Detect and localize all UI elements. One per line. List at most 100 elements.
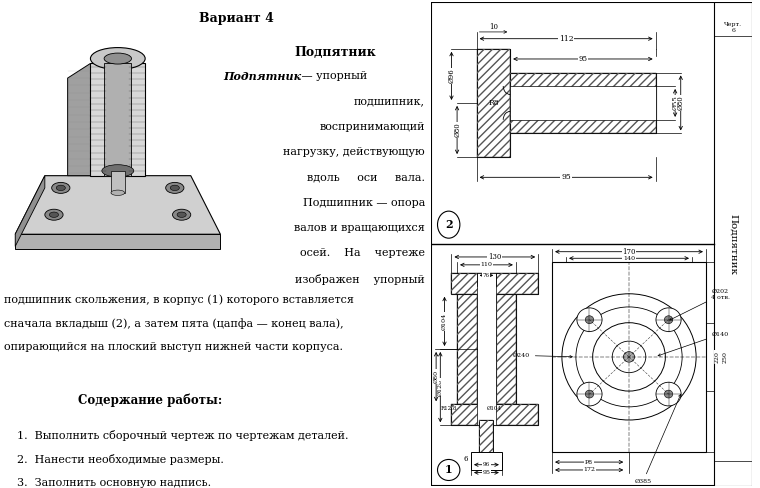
Polygon shape — [104, 63, 131, 176]
Text: изображен    упорный: изображен упорный — [296, 274, 425, 285]
Ellipse shape — [177, 212, 186, 218]
Polygon shape — [15, 176, 220, 234]
Text: подшипник скольжения, в корпус (1) которого вставляется: подшипник скольжения, в корпус (1) котор… — [5, 294, 354, 305]
Text: Подпятник: Подпятник — [729, 214, 738, 274]
Polygon shape — [15, 234, 220, 249]
Text: — упорный: — упорный — [299, 71, 368, 81]
Bar — [714, 2, 752, 486]
Bar — [552, 262, 706, 451]
Text: Подпятник: Подпятник — [223, 71, 302, 82]
Text: 2: 2 — [445, 219, 452, 230]
Text: Ø140: Ø140 — [658, 332, 729, 356]
Text: Ø55: Ø55 — [671, 96, 679, 110]
Text: Ø80: Ø80 — [453, 122, 461, 137]
Text: 2.  Нанести необходимые размеры.: 2. Нанести необходимые размеры. — [17, 454, 224, 465]
Circle shape — [577, 382, 602, 406]
Circle shape — [585, 390, 594, 398]
Text: Ø104: Ø104 — [486, 406, 502, 410]
Text: Подшипник — опора: Подшипник — опора — [302, 198, 425, 207]
Polygon shape — [90, 63, 145, 176]
Bar — [457, 286, 477, 404]
Text: воспринимающий: воспринимающий — [320, 122, 425, 131]
Text: осей.    На    чертеже: осей. На чертеже — [300, 248, 425, 258]
Text: Вариант 4: Вариант 4 — [198, 12, 274, 25]
Ellipse shape — [166, 183, 184, 193]
Text: 130: 130 — [488, 253, 502, 261]
Text: 1.  Выполнить сборочный чертеж по чертежам деталей.: 1. Выполнить сборочный чертеж по чертежа… — [17, 430, 349, 441]
Bar — [457, 286, 477, 404]
Text: 95: 95 — [483, 470, 490, 475]
Bar — [477, 49, 510, 157]
Circle shape — [562, 294, 696, 420]
Bar — [714, 36, 752, 462]
Bar — [477, 49, 510, 157]
Ellipse shape — [170, 185, 179, 190]
Circle shape — [664, 390, 673, 398]
Circle shape — [656, 308, 681, 331]
Text: P8: P8 — [585, 460, 594, 465]
Text: 76: 76 — [483, 273, 490, 278]
Bar — [451, 404, 538, 425]
Circle shape — [576, 307, 682, 407]
Bar — [496, 286, 516, 404]
Circle shape — [438, 211, 460, 238]
Text: Ø240: Ø240 — [512, 353, 572, 358]
Text: 112: 112 — [559, 35, 574, 42]
Ellipse shape — [90, 47, 145, 69]
Bar — [510, 73, 656, 133]
Bar — [480, 420, 493, 457]
Ellipse shape — [102, 164, 134, 177]
Bar — [510, 73, 656, 133]
Text: 220: 220 — [714, 351, 720, 363]
Text: 3.  Заполнить основную надпись.: 3. Заполнить основную надпись. — [17, 478, 211, 488]
Text: 6: 6 — [464, 455, 468, 463]
Circle shape — [593, 323, 665, 391]
Bar — [510, 86, 656, 120]
Bar — [451, 273, 538, 294]
Text: нагрузку, действующую: нагрузку, действующую — [283, 147, 425, 157]
Text: Содержание работы:: Содержание работы: — [78, 393, 223, 407]
Circle shape — [664, 316, 673, 324]
Bar — [451, 273, 538, 294]
Text: Черт.
6: Черт. 6 — [724, 22, 743, 33]
Text: Подпятник: Подпятник — [294, 46, 375, 60]
Text: Ø80: Ø80 — [676, 96, 685, 110]
Text: R8: R8 — [489, 99, 499, 107]
Text: Ø385: Ø385 — [635, 394, 681, 484]
Text: Ø80: Ø80 — [434, 370, 439, 383]
Ellipse shape — [52, 183, 70, 193]
Bar — [451, 404, 538, 425]
Text: сначала вкладыш (2), а затем пята (цапфа — конец вала),: сначала вкладыш (2), а затем пята (цапфа… — [5, 318, 344, 329]
Text: опирающийся на плоский выступ нижней части корпуса.: опирающийся на плоский выступ нижней час… — [5, 343, 344, 352]
Ellipse shape — [45, 209, 63, 220]
Text: Ø202
4 отв.: Ø202 4 отв. — [670, 289, 730, 320]
Text: 140: 140 — [623, 256, 635, 261]
Ellipse shape — [173, 209, 191, 220]
Circle shape — [577, 308, 602, 331]
Text: 95: 95 — [578, 55, 587, 63]
Circle shape — [438, 460, 460, 481]
Text: вдоль     оси     вала.: вдоль оси вала. — [307, 172, 425, 182]
Text: валов и вращающихся: валов и вращающихся — [294, 223, 425, 233]
Text: R12,8: R12,8 — [441, 406, 457, 410]
Text: Ø128: Ø128 — [438, 379, 443, 396]
Ellipse shape — [111, 190, 125, 195]
Ellipse shape — [56, 185, 65, 190]
Circle shape — [613, 341, 646, 373]
Text: 170: 170 — [622, 248, 636, 256]
Text: Ø96: Ø96 — [448, 68, 455, 83]
Polygon shape — [68, 63, 90, 176]
Text: 96: 96 — [483, 462, 490, 467]
Ellipse shape — [49, 212, 59, 218]
Bar — [496, 286, 516, 404]
Text: 172: 172 — [583, 468, 595, 472]
Circle shape — [585, 316, 594, 324]
Circle shape — [656, 382, 681, 406]
Text: Ø104: Ø104 — [442, 313, 447, 330]
Text: 95: 95 — [561, 173, 571, 182]
Text: 110: 110 — [480, 263, 492, 267]
Text: 1: 1 — [445, 465, 452, 475]
Bar — [477, 273, 496, 425]
Bar — [480, 420, 493, 457]
Circle shape — [623, 352, 635, 362]
